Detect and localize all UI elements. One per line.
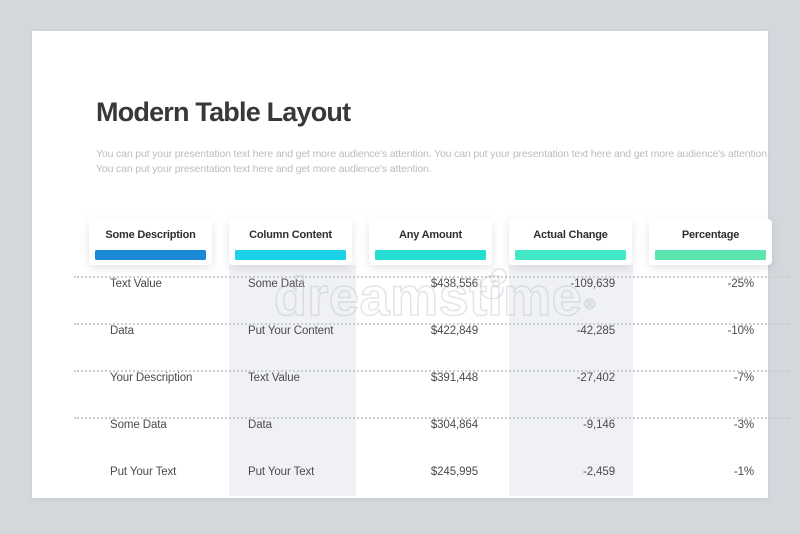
table-cell: Text Value: [110, 278, 162, 290]
column-header-label: Any Amount: [399, 229, 462, 241]
table-cell: $438,556: [430, 278, 478, 290]
column-stripe-column-content: [229, 265, 356, 496]
dotted-row-separator: [74, 276, 790, 278]
table-cell: Data: [248, 419, 272, 431]
column-header-label: Some Description: [105, 229, 196, 241]
table-cell: -25%: [727, 278, 755, 290]
table-cell: $304,864: [430, 419, 478, 431]
table-row: Your Description Text Value $391,448 -27,40…: [89, 355, 772, 402]
table-row: Text Value Some Data $438,556 -109,639 -25%: [89, 261, 772, 308]
column-header-percentage: Percentage: [649, 219, 772, 265]
column-header-column-content: Column Content: [229, 219, 352, 265]
table-cell: -9,146: [582, 419, 615, 431]
table-cell: Some Data: [248, 278, 305, 290]
dotted-row-separator: [74, 323, 790, 325]
table-cell: Some Data: [110, 419, 167, 431]
page-title: Modern Table Layout: [96, 97, 351, 127]
column-accent-bar: [375, 250, 486, 260]
column-accent-bar: [95, 250, 206, 260]
table-header-row: Some Description Column Content Any Amou…: [89, 219, 789, 265]
page-subtitle: You can put your presentation text here …: [96, 148, 770, 175]
column-header-actual-change: Actual Change: [509, 219, 632, 265]
table-row: Put Your Text Put Your Text $245,995 -2,459…: [89, 449, 772, 496]
dotted-row-separator: [74, 417, 790, 419]
table-cell: -42,285: [576, 325, 615, 337]
table-cell: Put Your Text: [248, 466, 315, 478]
table-cell: Text Value: [248, 372, 300, 384]
slide-card: Modern Table Layout You can put your pre…: [32, 31, 790, 498]
table-cell: Put Your Content: [248, 325, 334, 337]
table-cell: $245,995: [430, 466, 478, 478]
table-cell: Put Your Text: [110, 466, 177, 478]
table-cell: -27,402: [576, 372, 615, 384]
column-accent-bar: [655, 250, 766, 260]
column-accent-bar: [235, 250, 346, 260]
table-cell: -7%: [733, 372, 754, 384]
table-cell: $391,448: [430, 372, 478, 384]
column-header-any-amount: Any Amount: [369, 219, 492, 265]
table-cell: -3%: [733, 419, 754, 431]
column-header-some-description: Some Description: [89, 219, 212, 265]
table-cell: $422,849: [430, 325, 478, 337]
table-cell: -10%: [727, 325, 755, 337]
table-cell: -2,459: [582, 466, 615, 478]
table-cell: -109,639: [570, 278, 615, 290]
table-body: Text Value Some Data $438,556 -109,639 -25% …: [89, 261, 772, 496]
table-row: Data Put Your Content $422,849 -42,285 -10%: [89, 308, 772, 355]
table-cell: -1%: [733, 466, 754, 478]
column-stripe-actual-change: [509, 265, 633, 496]
column-header-label: Percentage: [681, 229, 740, 241]
table-cell: Data: [110, 325, 134, 337]
column-header-label: Actual Change: [533, 229, 608, 241]
column-accent-bar: [515, 250, 626, 260]
column-header-label: Column Content: [249, 229, 332, 241]
dotted-row-separator: [74, 370, 790, 372]
table-row: Some Data Data $304,864 -9,146 -3%: [89, 402, 772, 449]
table-cell: Your Description: [110, 372, 193, 384]
